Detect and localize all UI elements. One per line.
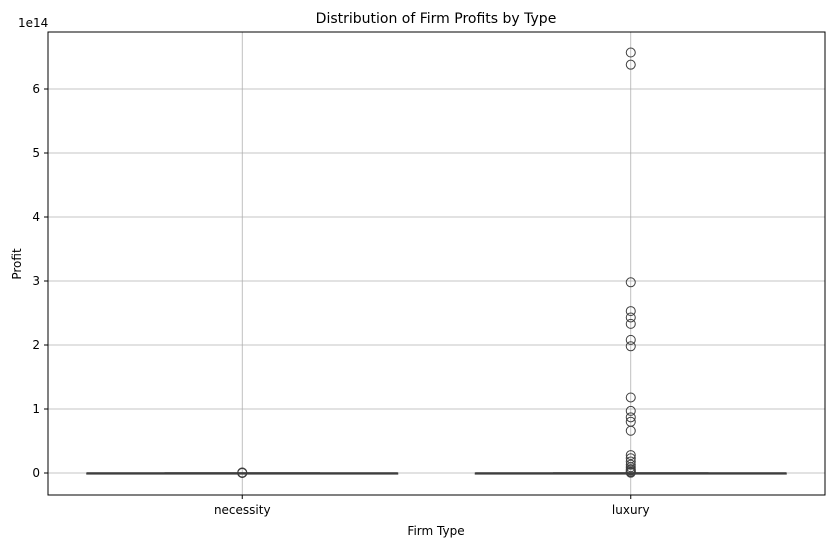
outlier-point-luxury [625,412,636,423]
plot-frame [47,31,826,496]
outlier-point-luxury [625,334,636,345]
outlier-point-luxury [625,459,636,470]
y-tick-label: 2 [32,338,40,352]
outlier-point-necessity [237,467,248,478]
outlier-point-luxury [625,312,636,323]
outlier-point-luxury [625,47,636,58]
outlier-point-luxury [625,341,636,352]
x-axis-label: Firm Type [407,524,464,538]
outlier-point-luxury [625,318,636,329]
y-tick-label: 4 [32,210,40,224]
outlier-point-luxury [625,405,636,416]
y-tick-label: 3 [32,274,40,288]
y-tick-label: 5 [32,146,40,160]
y-offset-text: 1e14 [18,16,48,30]
x-tick-label: luxury [612,503,650,517]
y-axis-label: Profit [10,248,24,280]
chart-title: Distribution of Firm Profits by Type [316,11,557,27]
outlier-point-luxury [625,306,636,317]
y-tick-label: 6 [32,82,40,96]
grid-lines [48,32,825,495]
outlier-point-luxury [625,392,636,403]
outlier-point-luxury [625,467,636,478]
box-elements [86,47,787,478]
outlier-point-luxury [625,425,636,436]
axis-ticks: 0 1 2 3 4 5 6 necessity luxury [32,82,649,517]
outlier-point-luxury [625,277,636,288]
outlier-point-luxury [625,450,636,461]
y-tick-label: 1 [32,402,40,416]
y-tick-label: 0 [32,466,40,480]
outlier-point-luxury [625,59,636,70]
x-tick-label: necessity [214,503,271,517]
